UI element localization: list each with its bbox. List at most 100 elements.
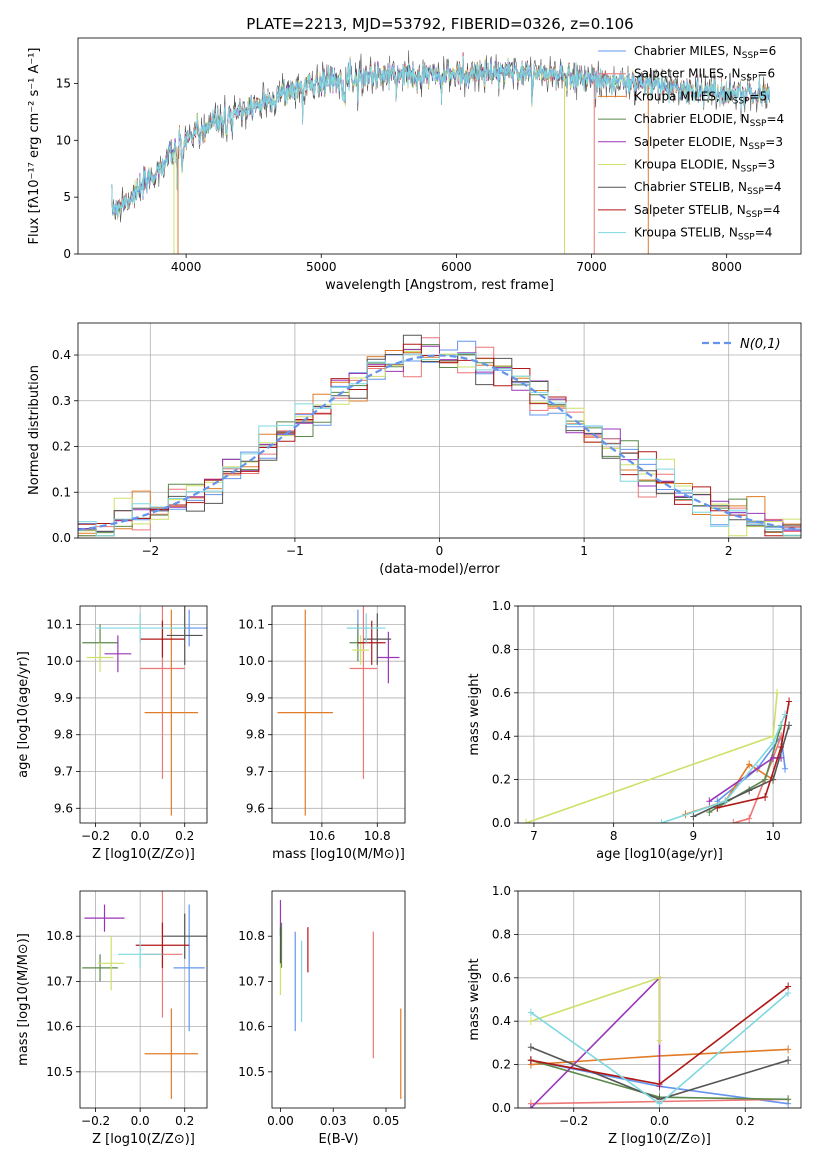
- y-tick-label: 10.7: [46, 974, 73, 988]
- x-tick-label: 0: [436, 544, 444, 558]
- x-tick-label: 10: [765, 829, 780, 843]
- legend-entry: Chabrier MILES, NSSP=6: [634, 44, 776, 61]
- x-tick-label: 9: [690, 829, 698, 843]
- y-tick-label: 9.7: [246, 765, 265, 779]
- x-tick-label: 0.0: [131, 829, 150, 843]
- y-tick-label: 0.2: [52, 440, 71, 454]
- y-tick-label: 10.1: [46, 617, 73, 631]
- y-axis-label: mass weight: [467, 958, 482, 1040]
- x-tick-label: 0.2: [175, 829, 194, 843]
- x-tick-label: −0.2: [559, 1114, 588, 1128]
- x-tick-label: 0.00: [267, 1114, 294, 1128]
- spectrum-line: [111, 55, 770, 218]
- y-tick-label: 0.0: [492, 1101, 511, 1115]
- y-tick-label: 0.6: [492, 971, 511, 985]
- panel-spectrum: 4000 5000 6000 7000 8000 0 5 10 15 wavelength [An…: [27, 37, 802, 293]
- y-tick-label: 0.6: [492, 686, 511, 700]
- x-tick-label: 10.6: [309, 829, 336, 843]
- x-tick-label: 0.05: [373, 1114, 400, 1128]
- y-axis-label: mass weight: [467, 673, 482, 755]
- y-tick-label: 9.7: [54, 765, 73, 779]
- plot-area: [279, 900, 402, 1099]
- panel-massweight_vs_age: 7 8 9 10 0.0 0.2 0.4 0.6 0.8 1.0 age [log10(age/yr…: [467, 599, 802, 862]
- y-tick-label: 0.1: [52, 485, 71, 499]
- x-tick-label: 0.0: [131, 1114, 150, 1128]
- y-tick-label: 0.0: [492, 816, 511, 830]
- panel-age_vs_Z: −0.2 0.0 0.2 9.6 9.7 9.8 9.9 10.0 10.1 Z [log10(Z…: [16, 605, 208, 862]
- x-tick-label: 7: [530, 829, 538, 843]
- x-axis-label: Z [log10(Z/Z⊙)]: [92, 1132, 195, 1147]
- y-tick-label: 0.8: [492, 927, 511, 941]
- weight-line: [717, 701, 790, 809]
- legend-entry: Salpeter MILES, NSSP=6: [634, 67, 775, 84]
- x-tick-label: 4000: [171, 260, 202, 274]
- y-tick-label: 10.8: [238, 929, 265, 943]
- axes-frame: [79, 890, 208, 1109]
- y-tick-label: 0: [63, 247, 71, 261]
- plot-area: [522, 688, 793, 823]
- axes-frame: [77, 322, 802, 539]
- x-axis-label: mass [log10(M/M⊙)]: [272, 847, 405, 862]
- legend-entry: Kroupa STELIB, NSSP=4: [634, 226, 772, 243]
- y-tick-label: 9.9: [246, 691, 265, 705]
- axes-frame: [79, 605, 208, 824]
- plot-area: [527, 973, 792, 1108]
- legend-entry: Chabrier ELODIE, NSSP=4: [634, 112, 784, 129]
- y-tick-label: 1.0: [492, 599, 511, 613]
- legend-entry: Kroupa MILES, NSSP=5: [634, 89, 767, 106]
- legend-entry: Chabrier STELIB, NSSP=4: [634, 180, 782, 197]
- y-tick-label: 1.0: [492, 884, 511, 898]
- x-axis-label: Z [log10(Z/Z⊙)]: [92, 847, 195, 862]
- plot-area: [78, 334, 801, 537]
- axes-frame: [517, 605, 802, 824]
- figure-title: PLATE=2213, MJD=53792, FIBERID=0326, z=0…: [246, 15, 633, 33]
- y-tick-label: 9.9: [54, 691, 73, 705]
- y-tick-label: 10.0: [46, 654, 73, 668]
- x-axis-label: Z [log10(Z/Z⊙)]: [608, 1132, 711, 1147]
- y-tick-label: 0.4: [492, 729, 511, 743]
- y-tick-label: 9.8: [54, 728, 73, 742]
- x-tick-label: 0.2: [736, 1114, 755, 1128]
- y-tick-label: 10.7: [238, 974, 265, 988]
- y-tick-label: 10: [56, 133, 71, 147]
- axes-frame: [271, 605, 406, 824]
- x-axis-label: age [log10(age/yr)]: [596, 847, 723, 862]
- y-tick-label: 15: [56, 76, 71, 90]
- x-tick-label: −2: [141, 544, 159, 558]
- legend-entry: Kroupa ELODIE, NSSP=3: [634, 158, 775, 175]
- x-tick-label: 2: [725, 544, 733, 558]
- y-tick-label: 0.3: [52, 394, 71, 408]
- x-tick-label: 8: [610, 829, 618, 843]
- y-tick-label: 10.6: [238, 1020, 265, 1034]
- panel-residuals: −2 −1 0 1 2 0.0 0.1 0.2 0.3 0.4 (data-model)/error…: [27, 322, 802, 577]
- y-tick-label: 0.4: [52, 348, 71, 362]
- y-tick-label: 0.8: [492, 642, 511, 656]
- weight-line: [716, 734, 786, 802]
- axes-frame: [77, 37, 802, 255]
- x-tick-label: −0.2: [81, 1114, 110, 1128]
- legend-entry: Salpeter STELIB, NSSP=4: [634, 203, 780, 220]
- y-tick-label: 10.6: [46, 1020, 73, 1034]
- y-tick-label: 9.6: [54, 801, 73, 815]
- x-tick-label: 5000: [306, 260, 337, 274]
- y-axis-label: Normed distribution: [27, 365, 42, 495]
- weight-line: [530, 975, 661, 1108]
- x-axis-label: (data-model)/error: [379, 562, 500, 577]
- y-axis-label: Flux [fλ10⁻¹⁷ erg cm⁻² s⁻¹ A⁻¹]: [27, 48, 42, 245]
- plot-area: [111, 50, 770, 254]
- panel-age_vs_mass: 10.6 10.8 9.6 9.7 9.8 9.9 10.0 10.1 mass [log10(…: [238, 605, 406, 862]
- y-tick-label: 9.6: [246, 801, 265, 815]
- y-tick-label: 5: [63, 190, 71, 204]
- panel-mass_vs_EBV: 0.00 0.03 0.05 10.5 10.6 10.7 10.8 E(B-V): [238, 890, 406, 1147]
- y-tick-label: 10.0: [238, 654, 265, 668]
- y-tick-label: 0.2: [492, 773, 511, 787]
- x-tick-label: 6000: [441, 260, 472, 274]
- legend-entry: Salpeter ELODIE, NSSP=3: [634, 135, 783, 152]
- weight-line: [732, 735, 782, 823]
- x-tick-label: 7000: [576, 260, 607, 274]
- y-tick-label: 10.1: [238, 617, 265, 631]
- x-tick-label: −0.2: [81, 829, 110, 843]
- histogram-step: [78, 352, 801, 537]
- axes-frame: [271, 890, 406, 1109]
